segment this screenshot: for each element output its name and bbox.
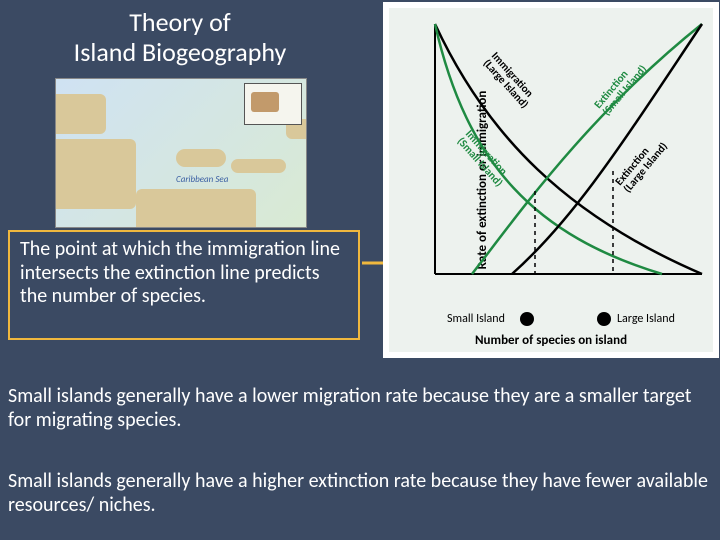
- body-text-2: Small islands generally have a higher ex…: [8, 470, 708, 517]
- label-ext-small: Extinction (Small Island): [591, 55, 649, 118]
- callout-text: The point at which the immigration line …: [20, 237, 340, 308]
- label-immig-large: Immigration (Large Island): [481, 49, 540, 110]
- callout-box: The point at which the immigration line …: [8, 230, 360, 340]
- chart-svg: Immigration (Large Island) Immigration (…: [427, 16, 713, 312]
- map-sea-label: Caribbean Sea: [176, 174, 228, 185]
- slide-title: Theory ofIsland Biogeography: [30, 8, 330, 68]
- small-island-label: Small Island: [447, 312, 505, 326]
- curve-ext-large: [512, 24, 702, 274]
- slide-root: Theory ofIsland Biogeography Caribbean S…: [0, 0, 720, 540]
- chart-background: Rate of extinction or immigration Immigr…: [389, 8, 713, 352]
- large-island-label: Large Island: [617, 312, 675, 326]
- chart-x-axis-label: Number of species on island: [389, 333, 713, 348]
- large-island-dot-icon: [597, 312, 611, 326]
- small-island-dot-icon: [520, 312, 534, 326]
- body-text-1: Small islands generally have a lower mig…: [8, 385, 708, 432]
- map-image: Caribbean Sea: [55, 78, 307, 228]
- chart-panel: Rate of extinction or immigration Immigr…: [383, 2, 719, 358]
